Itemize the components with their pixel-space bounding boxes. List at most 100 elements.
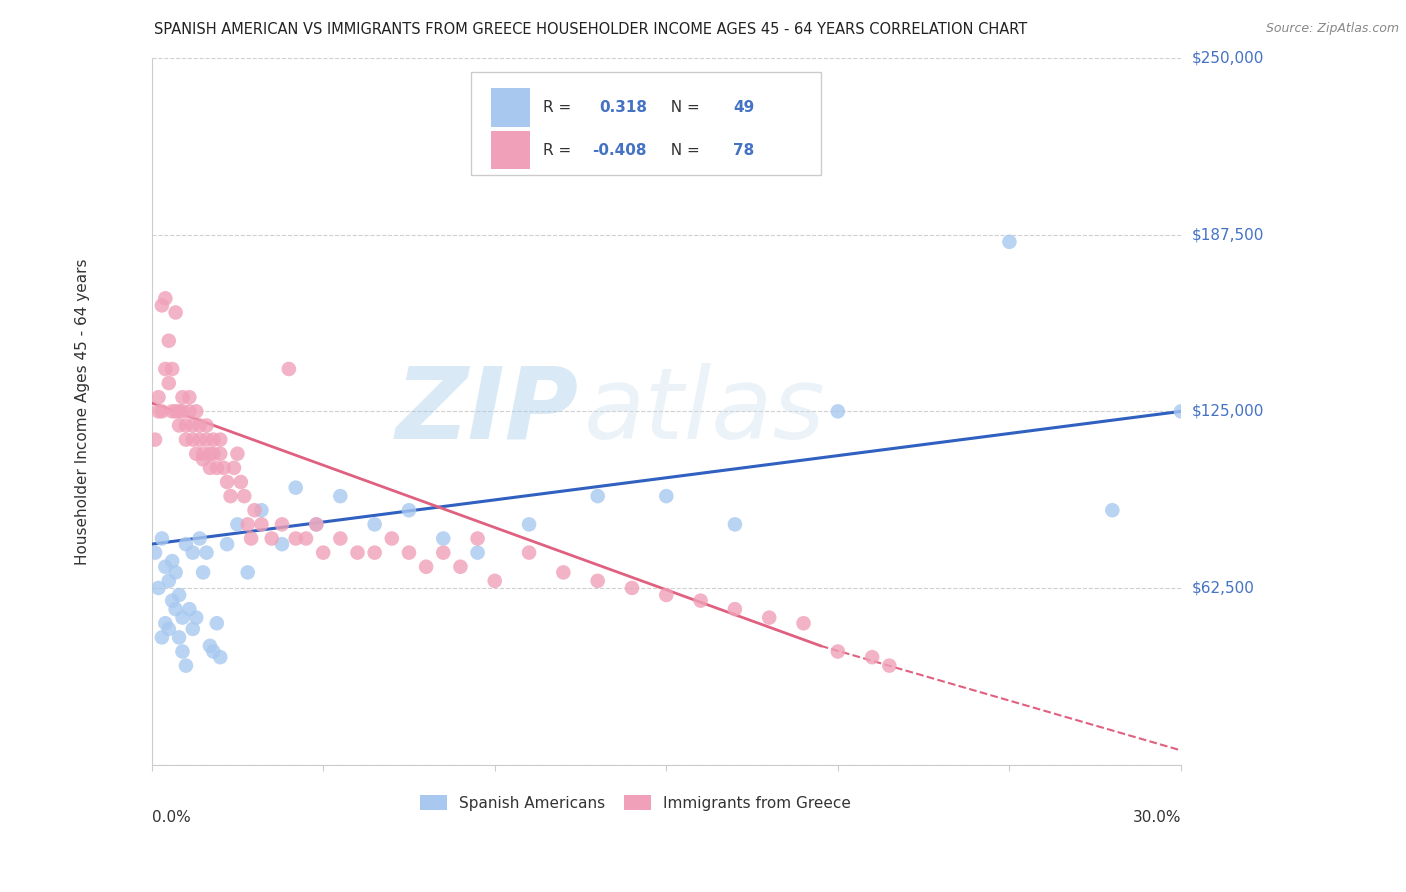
Y-axis label: Householder Income Ages 45 - 64 years: Householder Income Ages 45 - 64 years: [75, 258, 90, 565]
Point: [398, 546, 420, 560]
Point: [415, 559, 437, 574]
Point: [467, 546, 489, 560]
Point: [724, 602, 747, 616]
Point: [188, 433, 211, 447]
Point: [381, 532, 404, 546]
Point: [188, 532, 211, 546]
Text: SPANISH AMERICAN VS IMMIGRANTS FROM GREECE HOUSEHOLDER INCOME AGES 45 - 64 YEARS: SPANISH AMERICAN VS IMMIGRANTS FROM GREE…: [153, 22, 1028, 37]
Point: [250, 503, 273, 517]
Point: [195, 546, 218, 560]
Point: [432, 532, 454, 546]
Point: [155, 559, 177, 574]
Point: [165, 305, 187, 319]
Point: [150, 532, 173, 546]
Point: [243, 503, 266, 517]
Point: [219, 489, 242, 503]
Point: [432, 546, 454, 560]
Point: [181, 433, 204, 447]
Point: [195, 418, 218, 433]
Text: R =: R =: [543, 100, 581, 115]
Point: [191, 452, 214, 467]
Point: [209, 650, 232, 665]
Point: [167, 631, 190, 645]
Legend: Spanish Americans, Immigrants from Greece: Spanish Americans, Immigrants from Greec…: [413, 789, 858, 817]
Point: [209, 433, 232, 447]
Text: $187,500: $187,500: [1192, 227, 1264, 243]
Point: [517, 517, 540, 532]
Point: [172, 644, 194, 658]
Point: [346, 546, 368, 560]
Point: [165, 602, 187, 616]
Point: [157, 574, 180, 588]
Point: [1101, 503, 1123, 517]
Point: [165, 566, 187, 580]
Text: N =: N =: [661, 100, 704, 115]
Point: [143, 546, 166, 560]
Point: [517, 546, 540, 560]
Point: [236, 517, 259, 532]
Bar: [491, 88, 530, 127]
Point: [160, 404, 183, 418]
Point: [202, 433, 225, 447]
Point: [172, 390, 194, 404]
Point: [363, 546, 385, 560]
Point: [174, 658, 197, 673]
Point: [167, 588, 190, 602]
Text: N =: N =: [661, 143, 704, 158]
Point: [174, 418, 197, 433]
Point: [165, 404, 187, 418]
Point: [277, 362, 299, 376]
Point: [271, 537, 294, 551]
Point: [157, 622, 180, 636]
Text: 30.0%: 30.0%: [1132, 810, 1181, 825]
Point: [586, 489, 609, 503]
Point: [150, 631, 173, 645]
Point: [226, 447, 249, 461]
Point: [553, 566, 575, 580]
Point: [181, 622, 204, 636]
Point: [363, 517, 385, 532]
Point: [186, 404, 208, 418]
Point: [148, 581, 170, 595]
Point: [449, 559, 471, 574]
Point: [226, 517, 249, 532]
Point: [188, 418, 211, 433]
Point: [160, 362, 183, 376]
Point: [329, 532, 352, 546]
Point: [724, 517, 747, 532]
Text: 78: 78: [733, 143, 755, 158]
Point: [212, 461, 235, 475]
Text: Source: ZipAtlas.com: Source: ZipAtlas.com: [1265, 22, 1399, 36]
Point: [198, 639, 221, 653]
Point: [655, 489, 678, 503]
Point: [620, 581, 643, 595]
Point: [827, 644, 849, 658]
Point: [167, 404, 190, 418]
Text: 49: 49: [733, 100, 755, 115]
Point: [793, 616, 815, 631]
Text: $62,500: $62,500: [1192, 581, 1256, 596]
Text: $250,000: $250,000: [1192, 51, 1264, 66]
Point: [233, 489, 256, 503]
Point: [1170, 404, 1192, 418]
Point: [655, 588, 678, 602]
Point: [260, 532, 283, 546]
Point: [240, 532, 263, 546]
Point: [179, 390, 201, 404]
Point: [202, 644, 225, 658]
Point: [150, 404, 173, 418]
Point: [160, 554, 183, 568]
Point: [236, 566, 259, 580]
Point: [157, 376, 180, 390]
Point: [217, 475, 239, 489]
Point: [217, 537, 239, 551]
Point: [160, 593, 183, 607]
Point: [191, 447, 214, 461]
Point: [284, 532, 307, 546]
Text: ZIP: ZIP: [396, 363, 579, 460]
Point: [202, 447, 225, 461]
Point: [150, 298, 173, 312]
Point: [179, 602, 201, 616]
Point: [758, 610, 780, 624]
Point: [148, 390, 170, 404]
